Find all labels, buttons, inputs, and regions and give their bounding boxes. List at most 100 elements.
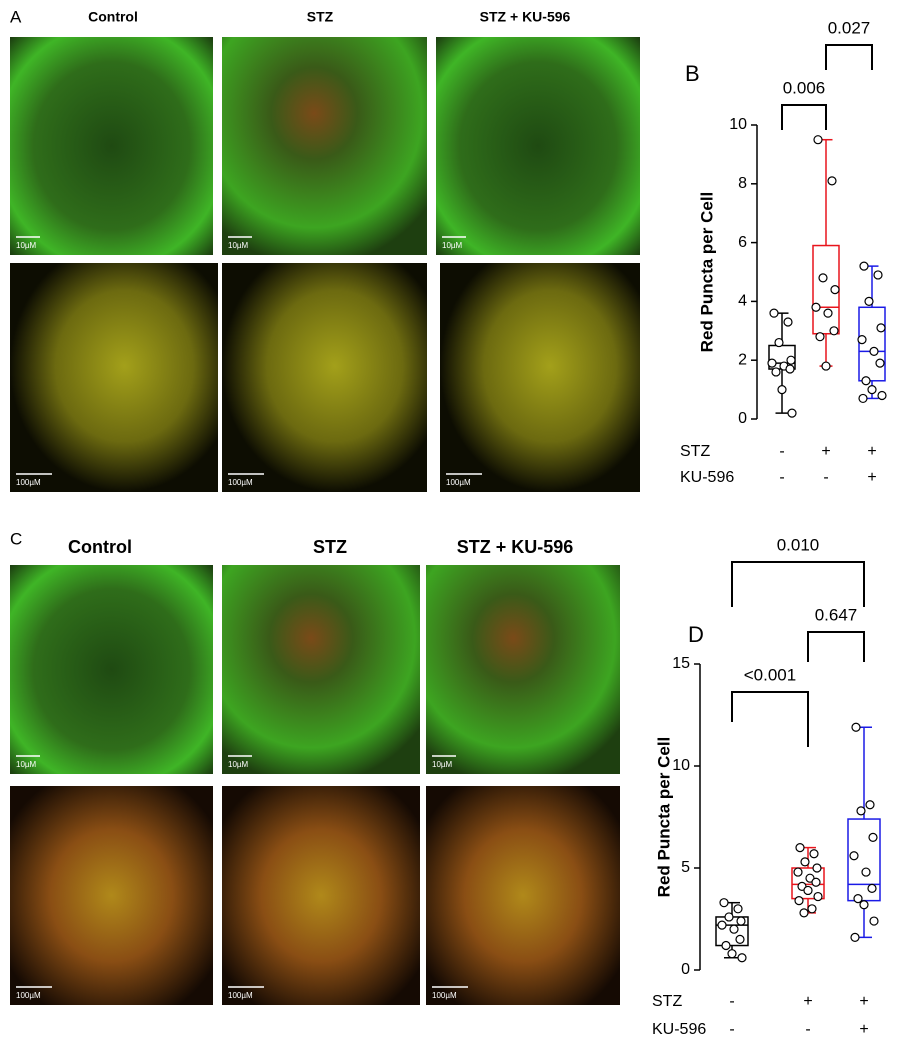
data-point [876, 323, 886, 333]
row-label: KU-596 [680, 469, 734, 486]
y-axis-label: Red Puncta per Cell [654, 737, 673, 898]
column-header: Control [88, 9, 138, 25]
panel-label: C [10, 529, 22, 548]
box [858, 306, 886, 382]
row-label: STZ [652, 993, 682, 1010]
treatment-mark: + [803, 993, 812, 1010]
data-point [857, 335, 867, 345]
significance-bracket [807, 631, 865, 662]
data-point [813, 135, 823, 145]
column-header: STZ [307, 9, 334, 25]
y-tick-label: 8 [738, 175, 747, 192]
y-tick-label: 4 [738, 293, 747, 310]
column-header: STZ + KU-596 [480, 9, 571, 25]
data-point [850, 932, 860, 942]
box [791, 867, 825, 900]
data-point [717, 920, 727, 930]
micrograph [222, 786, 420, 1005]
data-point [813, 891, 823, 902]
significance-bracket [825, 44, 873, 70]
data-point [867, 883, 877, 894]
data-point [793, 867, 803, 877]
data-point [811, 877, 821, 887]
data-point [827, 176, 837, 186]
panel-label: D [688, 622, 704, 647]
data-point [864, 296, 874, 306]
data-point [721, 940, 731, 951]
data-point [733, 904, 743, 914]
micrograph [222, 565, 420, 774]
y-axis-label: Red Puncta per Cell [697, 192, 716, 353]
data-point [851, 722, 861, 732]
data-point [794, 896, 804, 906]
row-label: KU-596 [652, 1021, 706, 1038]
data-point [875, 358, 885, 368]
data-point [809, 849, 819, 859]
scale-bar-label: 10µM [16, 241, 37, 250]
data-point [821, 361, 831, 371]
data-point [858, 393, 868, 404]
data-point [873, 270, 883, 280]
treatment-mark: - [729, 993, 734, 1010]
data-point [729, 924, 739, 934]
scale-bar-label: 10µM [228, 760, 249, 769]
data-point [799, 908, 809, 918]
micrograph [10, 565, 213, 774]
significance-bracket [731, 691, 809, 747]
data-point [856, 806, 866, 816]
micrograph [426, 565, 620, 774]
data-point [869, 916, 879, 926]
data-point [859, 900, 869, 910]
y-tick-label: 15 [672, 655, 690, 672]
treatment-mark: - [729, 1021, 734, 1038]
data-point [800, 857, 810, 867]
micrograph [426, 786, 620, 1005]
data-point [767, 358, 777, 368]
scale-bar-label: 10µM [228, 241, 249, 250]
scale-bar-label: 10µM [442, 241, 463, 250]
panel-label: B [685, 61, 700, 86]
data-point [812, 863, 822, 873]
column-header: STZ [313, 537, 347, 557]
data-point [853, 893, 863, 904]
data-point [737, 953, 747, 963]
treatment-mark: + [859, 993, 868, 1010]
micrograph [222, 263, 427, 492]
data-point [811, 302, 821, 312]
y-tick-label: 0 [681, 961, 690, 978]
treatment-mark: - [823, 469, 828, 486]
scale-bar-label: 10µM [432, 760, 453, 769]
data-point [769, 308, 779, 318]
scale-bar-label: 10µM [16, 760, 37, 769]
column-header: Control [68, 537, 132, 557]
data-point [785, 364, 795, 374]
data-point [869, 346, 879, 356]
p-value: <0.001 [744, 665, 796, 684]
data-point [849, 851, 859, 861]
data-point [771, 367, 781, 377]
data-point [719, 898, 729, 908]
treatment-mark: + [859, 1021, 868, 1038]
data-point [786, 355, 796, 365]
data-point [727, 949, 737, 959]
data-point [867, 385, 877, 395]
scale-bar-label: 100µM [228, 478, 253, 487]
column-header: STZ + KU-596 [457, 537, 574, 557]
significance-bracket [781, 104, 827, 130]
p-value: 0.027 [828, 18, 871, 37]
micrograph [10, 786, 213, 1005]
micrograph [436, 37, 640, 255]
treatment-mark: + [867, 443, 876, 460]
significance-bracket [731, 561, 865, 607]
data-point [823, 308, 833, 318]
micrograph [10, 37, 213, 255]
scale-bar-label: 100µM [446, 478, 471, 487]
p-value: 0.010 [777, 535, 820, 554]
treatment-mark: + [821, 443, 830, 460]
treatment-mark: + [867, 469, 876, 486]
y-tick-label: 0 [738, 410, 747, 427]
row-label: STZ [680, 443, 710, 460]
data-point [724, 912, 734, 922]
scale-bar-label: 100µM [16, 478, 41, 487]
